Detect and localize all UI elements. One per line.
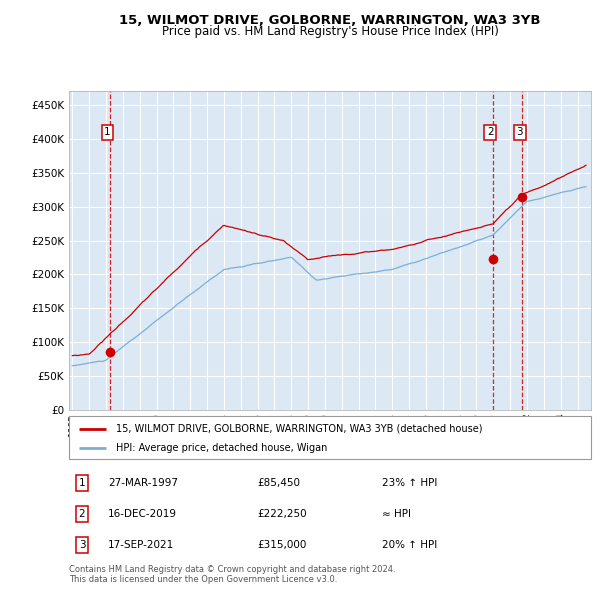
- Text: 2: 2: [487, 127, 493, 137]
- Text: 17-SEP-2021: 17-SEP-2021: [108, 540, 175, 550]
- Text: £222,250: £222,250: [257, 509, 307, 519]
- Text: HPI: Average price, detached house, Wigan: HPI: Average price, detached house, Wiga…: [116, 443, 328, 453]
- Text: 3: 3: [516, 127, 523, 137]
- Text: 20% ↑ HPI: 20% ↑ HPI: [382, 540, 437, 550]
- Text: 23% ↑ HPI: 23% ↑ HPI: [382, 478, 437, 487]
- Text: This data is licensed under the Open Government Licence v3.0.: This data is licensed under the Open Gov…: [69, 575, 337, 584]
- Text: 1: 1: [104, 127, 111, 137]
- Text: 15, WILMOT DRIVE, GOLBORNE, WARRINGTON, WA3 3YB (detached house): 15, WILMOT DRIVE, GOLBORNE, WARRINGTON, …: [116, 424, 482, 434]
- Text: Price paid vs. HM Land Registry's House Price Index (HPI): Price paid vs. HM Land Registry's House …: [161, 25, 499, 38]
- Text: 27-MAR-1997: 27-MAR-1997: [108, 478, 178, 487]
- Text: 2: 2: [79, 509, 85, 519]
- Text: 3: 3: [79, 540, 85, 550]
- Text: £85,450: £85,450: [257, 478, 300, 487]
- Text: Contains HM Land Registry data © Crown copyright and database right 2024.: Contains HM Land Registry data © Crown c…: [69, 565, 395, 574]
- Text: 16-DEC-2019: 16-DEC-2019: [108, 509, 177, 519]
- Text: 1: 1: [79, 478, 85, 487]
- Text: ≈ HPI: ≈ HPI: [382, 509, 411, 519]
- FancyBboxPatch shape: [69, 416, 591, 459]
- Text: £315,000: £315,000: [257, 540, 306, 550]
- Text: 15, WILMOT DRIVE, GOLBORNE, WARRINGTON, WA3 3YB: 15, WILMOT DRIVE, GOLBORNE, WARRINGTON, …: [119, 14, 541, 27]
